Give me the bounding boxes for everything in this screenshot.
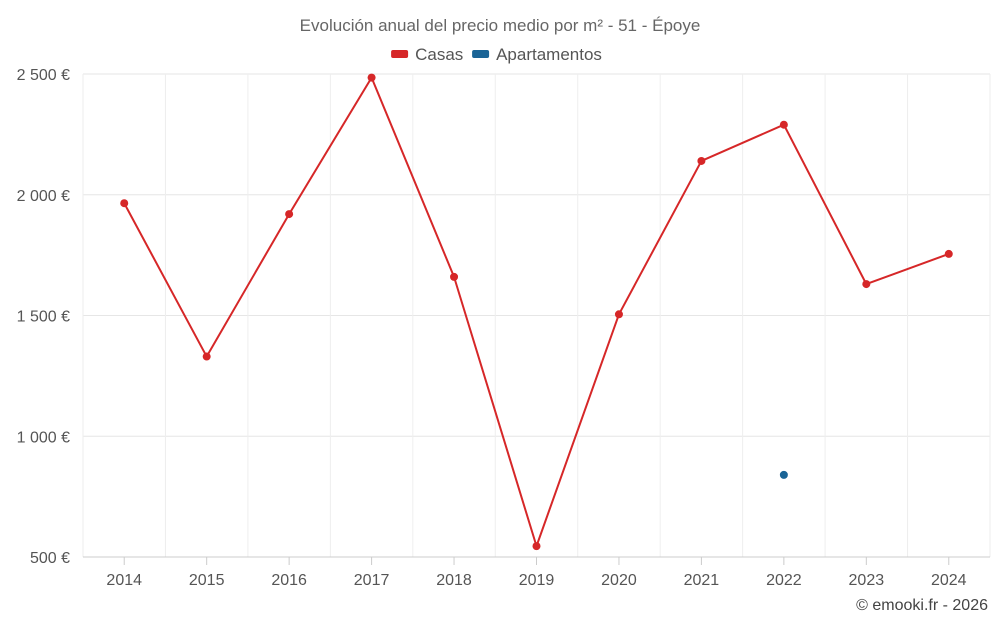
data-point xyxy=(779,470,788,479)
x-tick-label: 2017 xyxy=(354,572,390,589)
chart-title: Evolución anual del precio medio por m² … xyxy=(300,16,701,35)
data-point xyxy=(120,199,129,208)
data-point xyxy=(862,280,871,289)
data-point xyxy=(450,272,459,281)
grid xyxy=(82,73,991,558)
data-point xyxy=(532,542,541,551)
x-axis-ticks: 2014 2015 2016 2017 2018 2019 2020 2021 2022 2023… xyxy=(106,557,967,589)
data-point xyxy=(697,156,706,165)
legend-item-casas: Casas xyxy=(391,45,463,64)
x-tick-label: 2019 xyxy=(519,572,555,589)
x-tick-label: 2024 xyxy=(931,572,967,589)
legend-swatch xyxy=(391,50,409,58)
legend: Casas Apartamentos xyxy=(391,45,602,64)
y-tick-label: 1 000 € xyxy=(17,429,70,446)
legend-swatch xyxy=(472,50,490,58)
x-tick-label: 2014 xyxy=(106,572,142,589)
x-tick-label: 2022 xyxy=(766,572,802,589)
legend-item-apartamentos: Apartamentos xyxy=(472,45,602,64)
legend-label: Apartamentos xyxy=(496,45,602,64)
series-layer xyxy=(120,73,953,551)
data-point xyxy=(202,352,211,361)
credit-text: © emooki.fr - 2026 xyxy=(856,597,988,614)
y-axis-ticks: 500 € 1 000 € 1 500 € 2 000 € 2 500 € xyxy=(17,67,70,567)
data-point xyxy=(779,120,788,129)
legend-label: Casas xyxy=(415,45,463,64)
data-point xyxy=(285,210,294,219)
series-apartamentos xyxy=(779,470,788,479)
x-tick-label: 2020 xyxy=(601,572,637,589)
data-point xyxy=(944,249,953,258)
x-tick-label: 2016 xyxy=(271,572,307,589)
x-tick-label: 2023 xyxy=(849,572,885,589)
data-point xyxy=(367,73,376,82)
y-tick-label: 2 500 € xyxy=(17,67,70,84)
x-tick-label: 2018 xyxy=(436,572,472,589)
y-tick-label: 2 000 € xyxy=(17,188,70,205)
x-tick-label: 2015 xyxy=(189,572,225,589)
series-casas xyxy=(120,73,953,551)
data-point xyxy=(614,310,623,319)
y-tick-label: 1 500 € xyxy=(17,309,70,326)
y-tick-label: 500 € xyxy=(30,550,70,567)
x-tick-label: 2021 xyxy=(684,572,720,589)
